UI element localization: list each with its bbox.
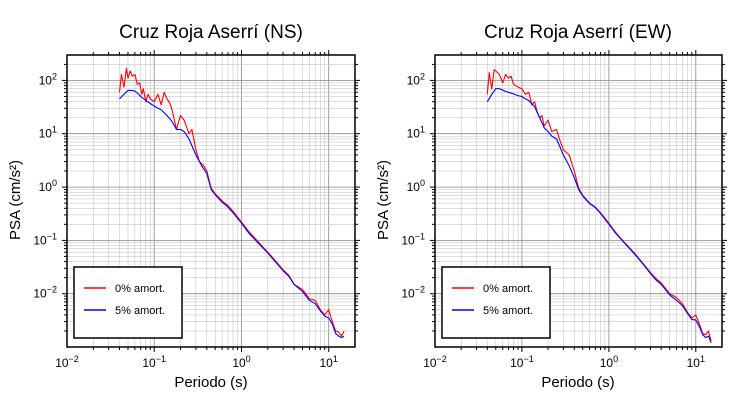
series-line bbox=[486, 88, 712, 343]
chart-panel-ew: Cruz Roja Aserrí (EW) Periodo (s) PSA (c… bbox=[375, 22, 727, 391]
x-axis-label: Periodo (s) bbox=[174, 374, 247, 391]
legend-label: 5% amort. bbox=[115, 305, 165, 317]
x-tick-label: 101 bbox=[687, 354, 705, 370]
plot-frame bbox=[434, 54, 723, 348]
chart-panel-ns: Cruz Roja Aserrí (NS) Periodo (s) PSA (c… bbox=[7, 22, 360, 391]
x-tick-label: 100 bbox=[600, 354, 618, 370]
plot-area: 10−2 10−1 100 101 10−2 10−1 100 101 102 0% amort.… bbox=[401, 50, 727, 370]
y-tick-label: 101 bbox=[407, 125, 425, 141]
x-tick-label: 10−1 bbox=[142, 354, 166, 370]
legend-label: 5% amort. bbox=[483, 305, 533, 317]
plot-frame bbox=[66, 54, 356, 348]
y-tick-label: 10−1 bbox=[401, 231, 425, 247]
legend-label: 0% amort. bbox=[115, 283, 165, 295]
legend-box bbox=[73, 266, 183, 339]
y-tick-label: 102 bbox=[407, 71, 425, 87]
x-tick-label: 100 bbox=[232, 354, 250, 370]
x-tick-label: 10−2 bbox=[55, 354, 79, 370]
y-axis-label: PSA (cm/s²) bbox=[375, 160, 392, 240]
x-tick-label: 10−1 bbox=[510, 354, 534, 370]
y-tick-label: 10−2 bbox=[401, 285, 425, 301]
legend: 0% amort. 5% amort. bbox=[441, 266, 551, 339]
y-tick-label: 102 bbox=[39, 71, 57, 87]
legend-box bbox=[441, 266, 551, 339]
legend: 0% amort. 5% amort. bbox=[73, 266, 183, 339]
x-tick-label: 10−2 bbox=[423, 354, 447, 370]
series-line bbox=[119, 89, 345, 339]
y-tick-label: 10−1 bbox=[33, 231, 57, 247]
y-axis-label: PSA (cm/s²) bbox=[7, 160, 24, 240]
y-tick-label: 10−2 bbox=[33, 285, 57, 301]
series-line bbox=[486, 69, 712, 342]
x-axis-label: Periodo (s) bbox=[541, 374, 614, 391]
series-line bbox=[118, 67, 345, 337]
y-tick-label: 100 bbox=[39, 178, 57, 194]
chart-title: Cruz Roja Aserrí (NS) bbox=[119, 22, 303, 43]
y-tick-label: 101 bbox=[39, 125, 57, 141]
legend-label: 0% amort. bbox=[483, 283, 533, 295]
chart-title: Cruz Roja Aserrí (EW) bbox=[484, 22, 672, 43]
x-tick-label: 101 bbox=[320, 354, 338, 370]
plot-area: 10−2 10−1 100 101 10−2 10−1 100 101 102 0% amort.… bbox=[33, 50, 360, 370]
y-tick-label: 100 bbox=[407, 178, 425, 194]
